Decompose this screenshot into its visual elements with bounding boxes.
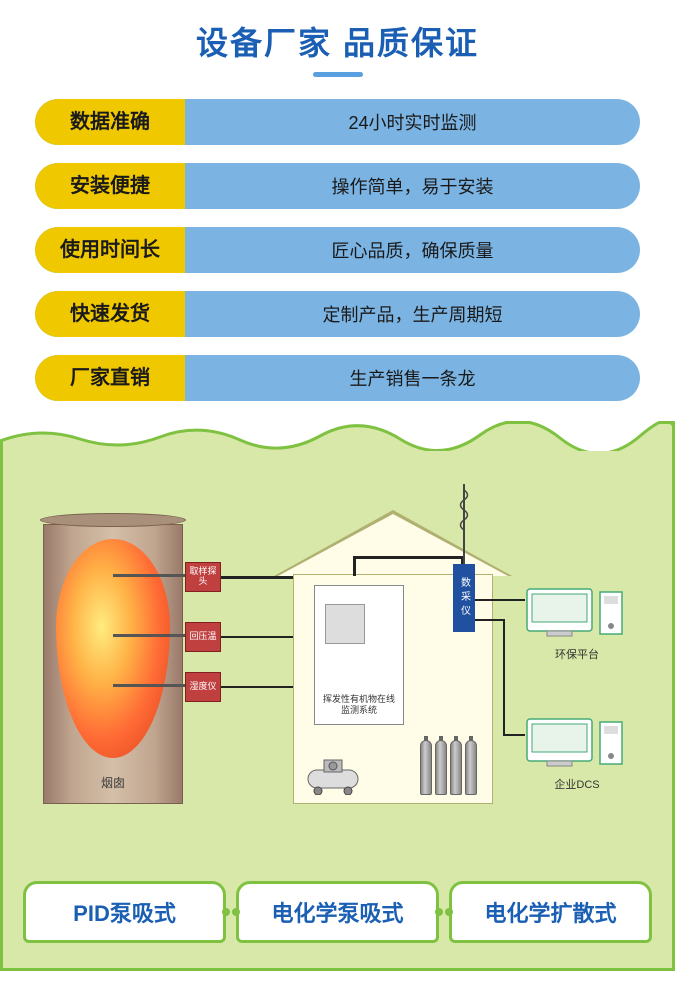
header: 设备厂家 品质保证: [0, 0, 675, 89]
probe-line: [113, 574, 185, 577]
tab-label: PID泵吸式: [73, 896, 176, 928]
feature-row: 快速发货 定制产品，生产周期短: [35, 291, 640, 337]
gas-cylinders: [420, 740, 477, 795]
tab-electro-pump[interactable]: 电化学泵吸式: [236, 881, 439, 943]
tab-connector-dot: [232, 908, 240, 916]
wire: [221, 686, 293, 688]
feature-tag: 安装便捷: [35, 163, 185, 209]
diagram-section: 烟囱 取样探头 回压温 湿度仪 挥发性有机物在线监测系统: [0, 421, 675, 971]
wire: [353, 556, 463, 559]
feature-row: 厂家直销 生产销售一条龙: [35, 355, 640, 401]
feature-row: 使用时间长 匠心品质，确保质量: [35, 227, 640, 273]
wire: [475, 599, 525, 601]
wire: [353, 556, 356, 576]
wire: [475, 619, 505, 621]
tab-label: 电化学泵吸式: [271, 896, 403, 928]
title-underline: [313, 72, 363, 77]
monitor-label: 环保平台: [522, 646, 632, 662]
wire: [503, 619, 505, 734]
antenna-coil-icon: [457, 490, 471, 530]
cylinder-icon: [465, 740, 477, 795]
sensor-box: 取样探头: [185, 562, 221, 592]
feature-desc: 匠心品质，确保质量: [185, 237, 640, 263]
cylinder-icon: [420, 740, 432, 795]
cylinder-icon: [435, 740, 447, 795]
chimney-label: 烟囱: [44, 774, 182, 791]
tab-connector-dot: [445, 908, 453, 916]
wave-border: [0, 421, 675, 451]
page-title: 设备厂家 品质保证: [0, 18, 675, 64]
feature-tag: 数据准确: [35, 99, 185, 145]
feature-tag: 快速发货: [35, 291, 185, 337]
data-collector: 数采仪: [453, 564, 475, 632]
system-diagram: 烟囱 取样探头 回压温 湿度仪 挥发性有机物在线监测系统: [43, 484, 632, 848]
feature-row: 数据准确 24小时实时监测: [35, 99, 640, 145]
feature-tag: 使用时间长: [35, 227, 185, 273]
chimney-flame: [56, 539, 170, 758]
probe-line: [113, 684, 185, 687]
probe-line: [113, 634, 185, 637]
cylinder-icon: [450, 740, 462, 795]
chimney-icon: 烟囱: [43, 524, 183, 804]
analyzer-box: 挥发性有机物在线监测系统: [314, 585, 404, 725]
monitor-env: 环保平台: [522, 584, 632, 662]
monitor-label: 企业DCS: [522, 776, 632, 792]
sensor-box: 湿度仪: [185, 672, 221, 702]
analyzer-panel: [325, 604, 365, 644]
feature-desc: 生产销售一条龙: [185, 365, 640, 391]
product-tabs: PID泵吸式 电化学泵吸式 电化学扩散式: [23, 881, 652, 943]
tab-electro-diffuse[interactable]: 电化学扩散式: [449, 881, 652, 943]
feature-desc: 定制产品，生产周期短: [185, 301, 640, 327]
tab-pid[interactable]: PID泵吸式: [23, 881, 226, 943]
analyzer-label: 挥发性有机物在线监测系统: [319, 694, 399, 716]
feature-desc: 24小时实时监测: [185, 109, 640, 135]
feature-desc: 操作简单，易于安装: [185, 173, 640, 199]
monitor-dcs: 企业DCS: [522, 714, 632, 792]
compressor-icon: [306, 755, 361, 795]
tab-connector-dot: [435, 908, 443, 916]
feature-row: 安装便捷 操作简单，易于安装: [35, 163, 640, 209]
tab-label: 电化学扩散式: [484, 896, 616, 928]
tab-connector-dot: [222, 908, 230, 916]
sensor-box: 回压温: [185, 622, 221, 652]
feature-tag: 厂家直销: [35, 355, 185, 401]
chimney-top: [40, 513, 186, 527]
feature-list: 数据准确 24小时实时监测 安装便捷 操作简单，易于安装 使用时间长 匠心品质，…: [0, 89, 675, 401]
